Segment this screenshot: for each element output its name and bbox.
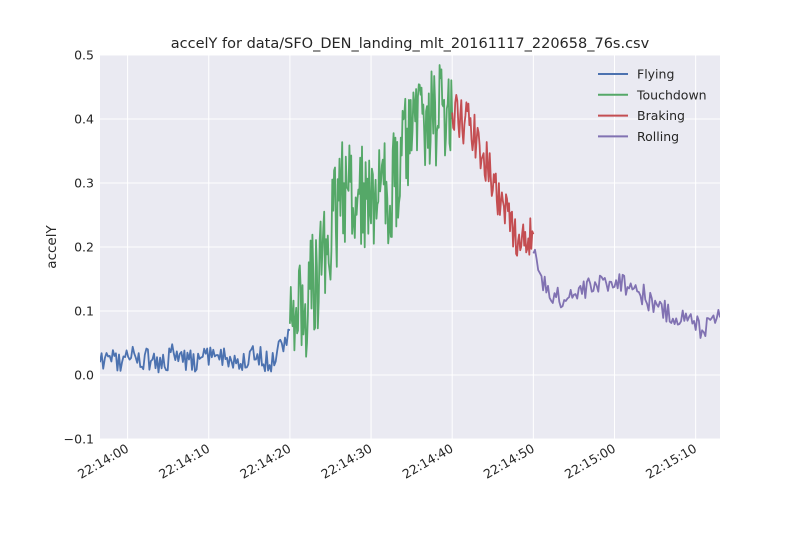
x-tick-label: 22:14:40 (400, 441, 456, 482)
x-tick-label: 22:14:10 (156, 441, 212, 482)
y-tick-label: 0.0 (74, 368, 94, 383)
series-lines (100, 64, 720, 374)
y-tick-label: 0.5 (74, 48, 94, 63)
legend: Flying Touchdown Braking Rolling (598, 67, 707, 144)
legend-label-braking: Braking (637, 108, 685, 123)
series-line-rolling (532, 248, 720, 339)
x-tick-label: 22:14:20 (237, 441, 293, 482)
x-tick-label: 22:15:00 (562, 441, 618, 482)
legend-label-touchdown: Touchdown (636, 87, 707, 102)
y-tick-label: −0.1 (64, 432, 94, 447)
y-tick-label: 0.1 (74, 304, 94, 319)
series-line-braking (451, 94, 535, 257)
series-line-flying (100, 328, 291, 374)
y-tick-label: 0.4 (74, 112, 94, 127)
y-tick-label: 0.2 (74, 240, 94, 255)
grid-lines (100, 54, 720, 440)
y-tick-label: 0.3 (74, 176, 94, 191)
x-tick-label: 22:15:10 (643, 441, 699, 482)
legend-label-rolling: Rolling (637, 129, 679, 144)
legend-label-flying: Flying (637, 67, 674, 82)
y-axis-label: accelY (44, 225, 60, 269)
chart-title: accelY for data/SFO_DEN_landing_mlt_2016… (171, 36, 650, 52)
x-tick-label: 22:14:00 (75, 441, 131, 482)
series-line-touchdown (289, 64, 454, 358)
x-tick-label: 22:14:30 (318, 441, 374, 482)
x-tick-label: 22:14:50 (481, 441, 537, 482)
